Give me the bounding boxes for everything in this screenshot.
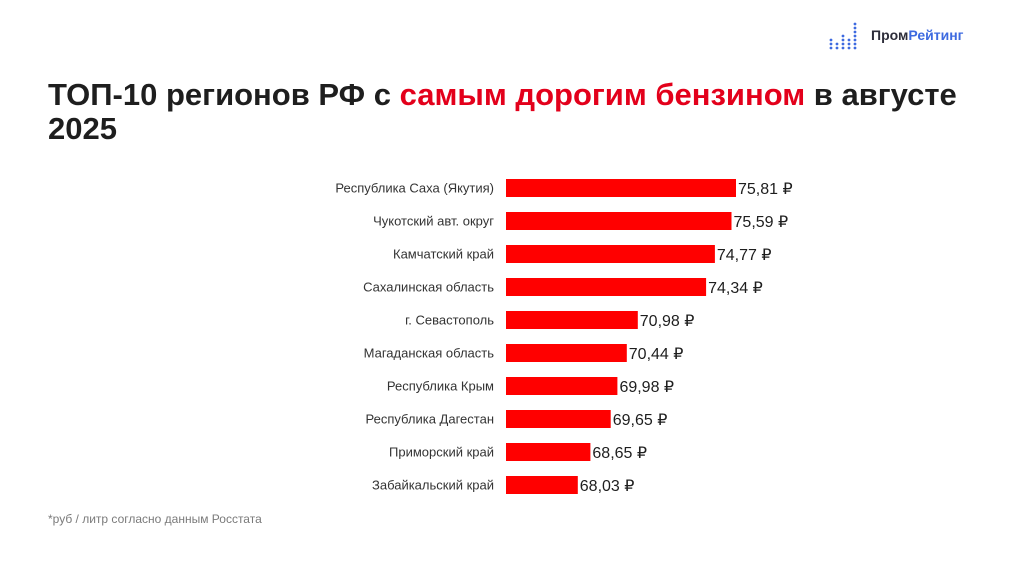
bar-chart: Республика Саха (Якутия) 75,81 ₽ Чукотский… [335, 179, 793, 495]
brand-name-part2: Рейтинг [908, 27, 964, 43]
chart-title-highlight: самым дорогим бензином [399, 77, 806, 112]
bar [506, 278, 707, 296]
bar [506, 377, 618, 395]
chart-title-part1: ТОП-10 регионов РФ с [48, 77, 400, 112]
category-label: Забайкальский край [372, 478, 494, 493]
chart-title: ТОП-10 регионов РФ с самым дорогим бензи… [48, 78, 988, 146]
category-label: Камчатский край [393, 247, 494, 262]
category-label: Республика Саха (Якутия) [335, 181, 494, 196]
bar [506, 410, 611, 428]
value-label: 75,81 ₽ [738, 181, 793, 198]
bar [506, 443, 591, 461]
category-label: Республика Дагестан [366, 412, 494, 427]
value-label: 75,59 ₽ [734, 214, 789, 231]
value-label: 68,03 ₽ [580, 478, 635, 495]
value-label: 69,65 ₽ [613, 412, 668, 429]
value-label: 70,98 ₽ [640, 313, 695, 330]
bar [506, 179, 736, 197]
category-label: г. Севастополь [405, 313, 494, 328]
bar [506, 476, 578, 494]
brand-name: ПромРейтинг [871, 27, 963, 43]
chart-title-part2: в августе 2025 [48, 77, 957, 146]
footnote: *руб / литр согласно данным Росстата [48, 512, 262, 526]
category-label: Республика Крым [387, 379, 494, 394]
bar [506, 311, 638, 329]
value-label: 74,34 ₽ [708, 280, 763, 297]
bar [506, 245, 715, 263]
bar [506, 212, 732, 230]
value-label: 74,77 ₽ [717, 247, 772, 264]
category-label: Чукотский авт. округ [373, 214, 494, 229]
brand-logo: ПромРейтинг [829, 20, 963, 50]
category-label: Магаданская область [364, 346, 495, 361]
value-label: 68,65 ₽ [592, 445, 647, 462]
brand-name-part1: Пром [871, 27, 909, 43]
category-label: Приморский край [389, 445, 494, 460]
bar-chart-icon [829, 22, 857, 50]
value-label: 69,98 ₽ [619, 379, 674, 396]
value-label: 70,44 ₽ [629, 346, 684, 363]
bar [506, 344, 627, 362]
category-label: Сахалинская область [363, 280, 494, 295]
